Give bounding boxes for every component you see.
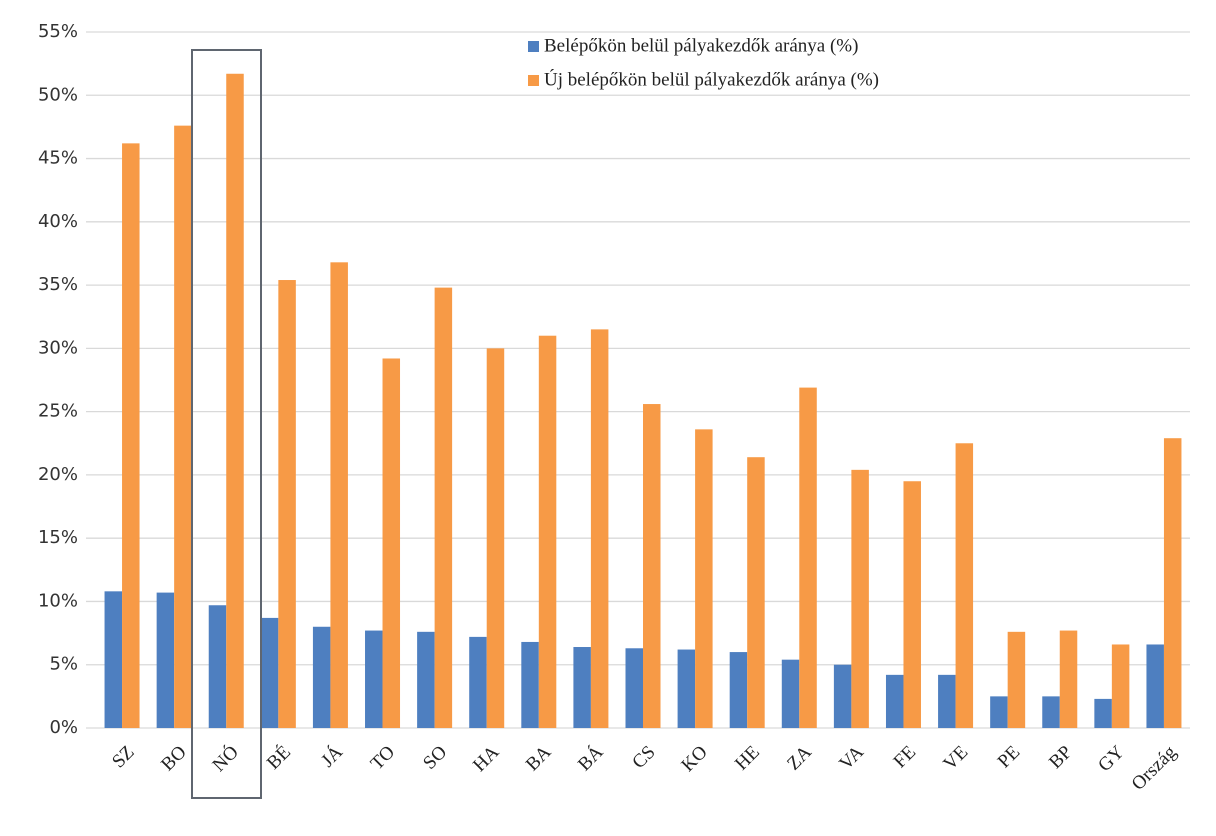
bar — [521, 641, 539, 728]
bar — [938, 674, 956, 728]
x-tick-label: SZ — [108, 742, 139, 773]
bar — [278, 280, 296, 728]
bar — [486, 348, 505, 728]
bar — [469, 636, 487, 728]
y-tick-label: 0% — [49, 717, 78, 738]
bar — [590, 329, 609, 728]
bar — [330, 262, 348, 728]
y-tick-label: 40% — [38, 211, 78, 232]
bar — [208, 605, 227, 728]
x-tick-label: TO — [367, 742, 400, 775]
bar — [417, 631, 435, 728]
bar — [851, 469, 869, 728]
bar — [122, 143, 140, 729]
x-tick-label: ZA — [783, 742, 816, 775]
x-tick-label: HE — [731, 742, 764, 775]
bar — [990, 696, 1008, 728]
x-tick-label: VE — [939, 742, 972, 775]
bar — [1059, 630, 1078, 728]
bar — [260, 617, 279, 728]
legend-swatch — [528, 41, 539, 52]
bar — [643, 404, 661, 728]
highlight-box — [191, 49, 262, 799]
bar — [729, 652, 748, 728]
y-tick-label: 5% — [49, 654, 78, 675]
bar — [625, 648, 643, 728]
bar — [312, 626, 331, 728]
x-tick-label: HA — [469, 742, 503, 776]
bar — [156, 592, 175, 728]
bar — [1111, 644, 1130, 728]
x-tick-label: VA — [835, 742, 868, 775]
x-tick-label: BO — [157, 742, 191, 776]
bar — [1094, 698, 1112, 728]
bar — [903, 481, 921, 728]
x-tick-label: BA — [522, 742, 556, 776]
y-tick-label: 25% — [38, 401, 78, 422]
legend-swatch — [528, 75, 539, 86]
legend-label: Belépőkön belül pályakezdők aránya (%) — [544, 35, 858, 56]
x-tick-label: BÁ — [573, 741, 607, 775]
x-tick-label: JÁ — [317, 741, 348, 772]
bar — [677, 649, 696, 728]
bar — [382, 358, 401, 728]
x-tick-label: CS — [628, 742, 659, 773]
x-tick-label: NÓ — [208, 741, 243, 776]
bar — [1146, 644, 1164, 728]
x-tick-label: PE — [994, 742, 1025, 773]
bar — [885, 674, 904, 728]
x-tick-label: SO — [419, 742, 451, 774]
bar — [799, 387, 817, 728]
bar — [434, 287, 453, 728]
x-tick-label: Ország — [1128, 741, 1181, 794]
bar — [174, 125, 192, 729]
legend-label: Új belépőkön belül pályakezdők aránya (%… — [544, 68, 879, 90]
y-tick-label: 50% — [38, 84, 78, 105]
bar — [1042, 696, 1060, 728]
bar — [226, 73, 244, 728]
y-tick-label: 35% — [38, 274, 78, 295]
bar — [573, 647, 591, 728]
bar — [538, 335, 557, 728]
bar — [695, 429, 713, 728]
y-tick-label: 45% — [38, 148, 78, 169]
bar — [1163, 438, 1182, 728]
x-tick-label: GY — [1094, 742, 1128, 776]
bar — [781, 659, 800, 728]
bar — [365, 630, 383, 728]
x-tick-label: FE — [890, 742, 921, 773]
y-tick-label: 20% — [38, 464, 78, 485]
bar — [1007, 631, 1026, 728]
y-tick-label: 10% — [38, 590, 78, 611]
y-tick-label: 15% — [38, 527, 78, 548]
y-tick-label: 55% — [38, 21, 78, 42]
bar — [833, 664, 852, 728]
y-tick-label: 30% — [38, 337, 78, 358]
bar — [747, 457, 765, 728]
x-tick-label: BP — [1045, 742, 1076, 773]
x-tick-label: KO — [677, 742, 711, 776]
x-tick-label: BÉ — [262, 741, 295, 774]
bar — [104, 591, 123, 728]
bar — [955, 443, 974, 728]
